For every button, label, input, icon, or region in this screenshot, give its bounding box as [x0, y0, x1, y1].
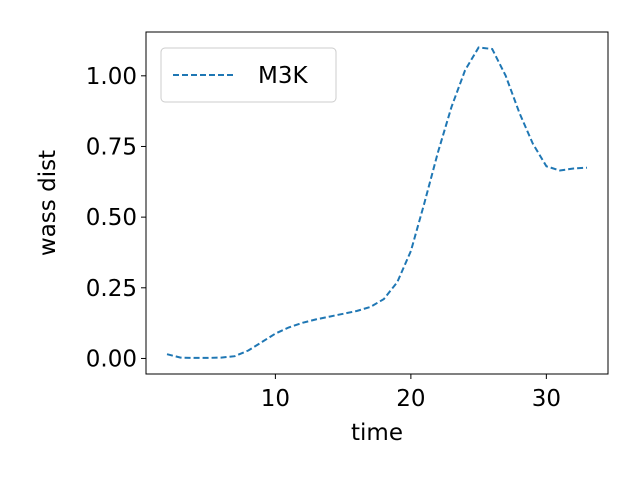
x-tick-label: 30: [532, 386, 561, 412]
x-axis-label: time: [351, 420, 403, 446]
series-layer: [166, 46, 588, 359]
y-tick-label: 1.00: [86, 64, 137, 90]
axes-frame: [145, 31, 609, 375]
y-tick-label: 0.50: [86, 205, 137, 231]
legend-label: M3K: [258, 63, 308, 89]
y-tick-label: 0.75: [86, 134, 137, 160]
y-tick-label: 0.25: [86, 276, 137, 302]
x-tick-label: 10: [261, 386, 290, 412]
x-tick-label: 20: [396, 386, 425, 412]
series-line-m3k: [166, 46, 588, 359]
x-axis-ticks: 10 20 30: [261, 374, 561, 412]
y-axis-ticks: 0.00 0.25 0.50 0.75 1.00: [86, 64, 146, 372]
y-tick-label: 0.00: [86, 346, 137, 372]
y-axis-label: wass dist: [35, 150, 61, 256]
legend: M3K: [160, 47, 337, 103]
legend-box: [160, 47, 337, 103]
